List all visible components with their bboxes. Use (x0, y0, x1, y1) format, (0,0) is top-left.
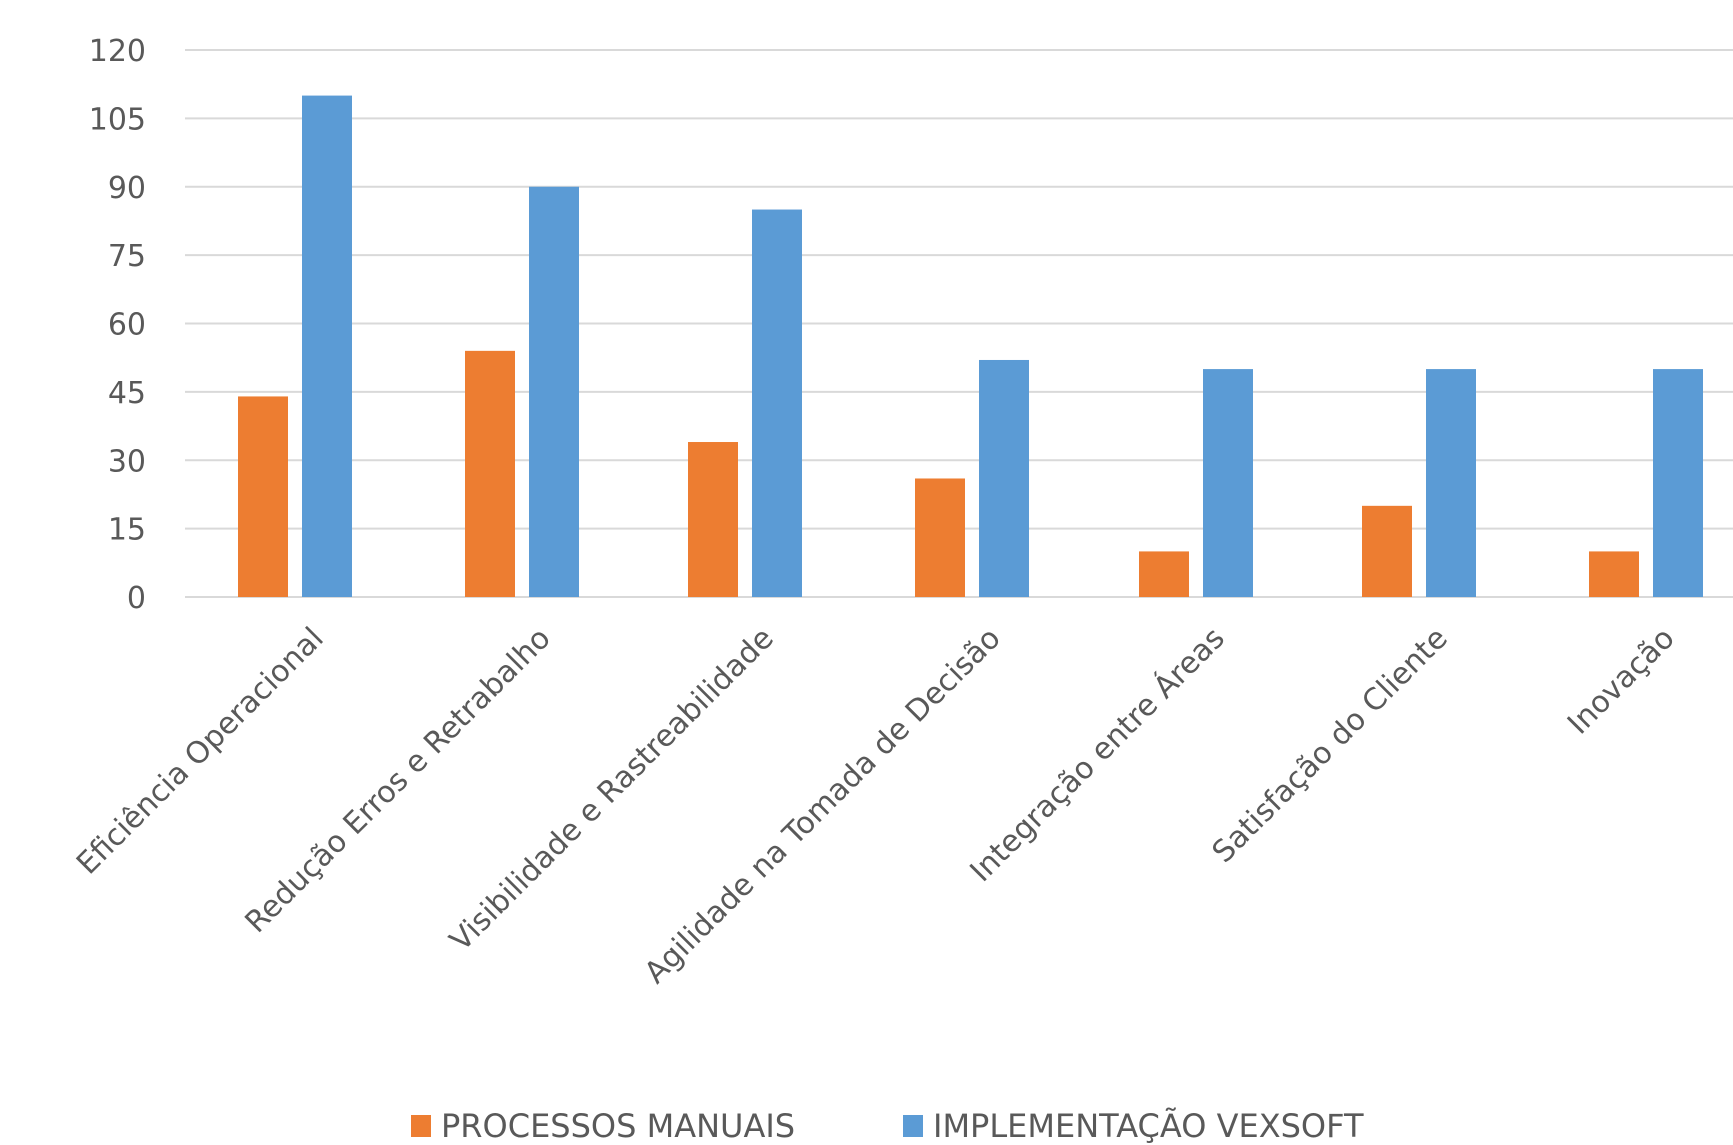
bar-implementacao-vexsoft (1426, 369, 1476, 597)
y-tick-label: 30 (108, 444, 146, 479)
legend: PROCESSOS MANUAIS IMPLEMENTAÇÃO VEXSOFT (411, 1107, 1364, 1145)
y-tick-label: 75 (108, 239, 146, 274)
bar-processos-manuais (1362, 505, 1412, 597)
x-category-label: Inovação (1561, 621, 1682, 742)
y-tick-label: 0 (127, 581, 146, 616)
y-tick-label: 90 (108, 171, 146, 206)
y-axis-tick-labels: 0 15 30 45 60 75 90 105 120 (89, 34, 146, 616)
legend-label: IMPLEMENTAÇÃO VEXSOFT (933, 1107, 1364, 1145)
x-category-label: Agilidade na Tomada de Decisão (638, 621, 1008, 991)
bars (238, 95, 1703, 597)
bar-processos-manuais (1589, 551, 1639, 597)
legend-label: PROCESSOS MANUAIS (441, 1107, 795, 1145)
y-tick-label: 120 (89, 34, 146, 69)
bar-implementacao-vexsoft (1203, 369, 1253, 597)
y-tick-label: 105 (89, 102, 146, 137)
bar-processos-manuais (465, 350, 515, 597)
x-category-label: Eficiência Operacional (70, 621, 331, 882)
bar-implementacao-vexsoft (979, 359, 1029, 597)
bar-processos-manuais (915, 478, 965, 597)
x-category-label: Satisfação do Cliente (1206, 621, 1455, 870)
y-tick-label: 60 (108, 308, 146, 343)
x-category-label: Integração entre Áreas (963, 620, 1232, 889)
bar-implementacao-vexsoft (302, 95, 352, 597)
legend-swatch (411, 1115, 431, 1137)
legend-swatch (903, 1115, 923, 1137)
bar-implementacao-vexsoft (752, 209, 802, 597)
gridlines (185, 49, 1733, 598)
bar-implementacao-vexsoft (1653, 369, 1703, 597)
bar-processos-manuais (688, 442, 738, 597)
bar-processos-manuais (1139, 551, 1189, 597)
y-tick-label: 45 (108, 376, 146, 411)
bar-implementacao-vexsoft (529, 186, 579, 597)
y-tick-label: 15 (108, 513, 146, 548)
bar-processos-manuais (238, 396, 288, 597)
